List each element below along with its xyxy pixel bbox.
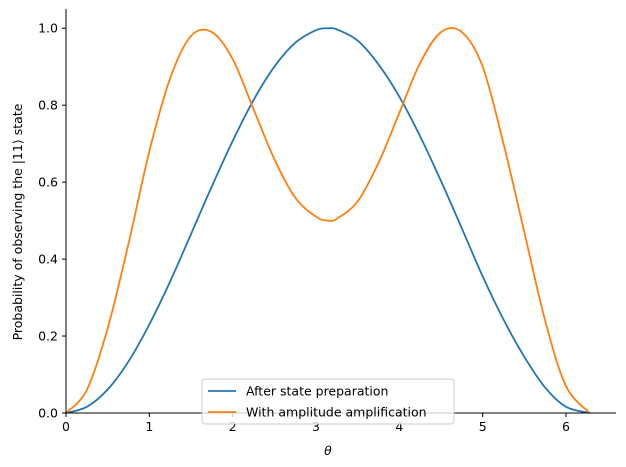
x-tick-label: 1 (145, 419, 153, 434)
legend-label-series-1: After state preparation (246, 384, 388, 399)
y-tick-label: 1.0 (38, 21, 58, 36)
ticks-layer: 0 1 2 3 4 5 6 0.0 0.2 0.4 0.6 0.8 1.0 (38, 21, 570, 434)
y-tick-label: 0.2 (38, 329, 58, 344)
x-tick-label: 2 (229, 419, 237, 434)
y-axis-label: Probability of observing the |11⟩ state (10, 103, 25, 340)
legend: After state preparation With amplitude a… (201, 378, 455, 425)
y-tick-label: 0.4 (38, 252, 58, 267)
y-tick-label: 0.0 (38, 406, 58, 421)
y-tick-label: 0.6 (38, 175, 58, 190)
series-line-2 (65, 27, 591, 414)
x-tick-label: 6 (562, 419, 570, 434)
x-tick-label: 5 (479, 419, 487, 434)
x-tick-label: 4 (395, 419, 403, 434)
legend-box (201, 378, 455, 425)
x-axis-label: θ (324, 443, 332, 458)
axes-layer (65, 9, 616, 414)
y-tick-label: 0.8 (38, 98, 58, 113)
x-tick-label: 3 (312, 419, 320, 434)
legend-label-series-2: With amplitude amplification (246, 405, 427, 420)
x-tick-label: 0 (62, 419, 70, 434)
series-line-1 (65, 27, 590, 414)
series-layer (65, 27, 591, 414)
